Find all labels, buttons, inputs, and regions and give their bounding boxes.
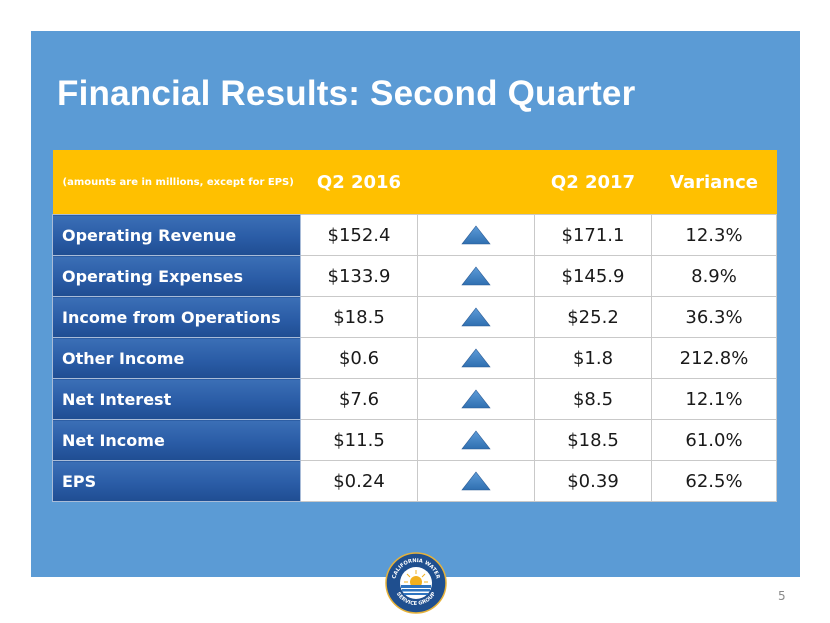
- variance-value: 12.1%: [651, 378, 777, 420]
- metric-label: Operating Revenue: [52, 214, 301, 256]
- up-triangle-icon: [461, 348, 491, 368]
- change-indicator: [417, 419, 535, 461]
- q2-2017-value: $145.9: [534, 255, 652, 297]
- metric-label: Net Interest: [52, 378, 301, 420]
- table-row: Operating Expenses $133.9 $145.9 8.9%: [52, 255, 777, 297]
- change-indicator: [417, 337, 535, 379]
- q2-2017-value: $0.39: [534, 460, 652, 502]
- up-triangle-icon: [461, 389, 491, 409]
- up-triangle-icon: [461, 225, 491, 245]
- table-row: EPS $0.24 $0.39 62.5%: [52, 460, 777, 502]
- change-indicator: [417, 460, 535, 502]
- q2-2016-value: $133.9: [300, 255, 418, 297]
- up-triangle-icon: [461, 266, 491, 286]
- variance-value: 212.8%: [651, 337, 777, 379]
- q2-2017-value: $25.2: [534, 296, 652, 338]
- table-row: Net Income $11.5 $18.5 61.0%: [52, 419, 777, 461]
- change-indicator: [417, 214, 535, 256]
- financial-results-table: (amounts are in millions, except for EPS…: [52, 150, 777, 502]
- metric-label: EPS: [52, 460, 301, 502]
- variance-value: 61.0%: [651, 419, 777, 461]
- table-row: Income from Operations $18.5 $25.2 36.3%: [52, 296, 777, 338]
- header-q2-2016: Q2 2016: [300, 150, 418, 215]
- change-indicator: [417, 255, 535, 297]
- metric-label: Other Income: [52, 337, 301, 379]
- slide-title: Financial Results: Second Quarter: [57, 74, 636, 113]
- q2-2017-value: $1.8: [534, 337, 652, 379]
- variance-value: 36.3%: [651, 296, 777, 338]
- q2-2017-value: $8.5: [534, 378, 652, 420]
- q2-2016-value: $7.6: [300, 378, 418, 420]
- q2-2016-value: $18.5: [300, 296, 418, 338]
- up-triangle-icon: [461, 471, 491, 491]
- q2-2016-value: $152.4: [300, 214, 418, 256]
- variance-value: 62.5%: [651, 460, 777, 502]
- metric-label: Net Income: [52, 419, 301, 461]
- page-number: 5: [778, 589, 786, 603]
- california-water-service-group-logo: CALIFORNIA WATER SERVICE GROUP: [385, 552, 447, 619]
- table-row: Net Interest $7.6 $8.5 12.1%: [52, 378, 777, 420]
- header-change: [417, 150, 535, 215]
- q2-2017-value: $18.5: [534, 419, 652, 461]
- table-row: Operating Revenue $152.4 $171.1 12.3%: [52, 214, 777, 256]
- header-variance: Variance: [651, 150, 777, 215]
- q2-2016-value: $0.6: [300, 337, 418, 379]
- q2-2016-value: $0.24: [300, 460, 418, 502]
- metric-label: Operating Expenses: [52, 255, 301, 297]
- metric-label: Income from Operations: [52, 296, 301, 338]
- variance-value: 8.9%: [651, 255, 777, 297]
- change-indicator: [417, 378, 535, 420]
- table-row: Other Income $0.6 $1.8 212.8%: [52, 337, 777, 379]
- up-triangle-icon: [461, 307, 491, 327]
- variance-value: 12.3%: [651, 214, 777, 256]
- up-triangle-icon: [461, 430, 491, 450]
- sun-over-water-logo-icon: CALIFORNIA WATER SERVICE GROUP: [385, 552, 447, 614]
- header-amounts-note: (amounts are in millions, except for EPS…: [52, 150, 301, 215]
- q2-2016-value: $11.5: [300, 419, 418, 461]
- header-q2-2017: Q2 2017: [534, 150, 652, 215]
- q2-2017-value: $171.1: [534, 214, 652, 256]
- change-indicator: [417, 296, 535, 338]
- table-header-row: (amounts are in millions, except for EPS…: [52, 150, 777, 215]
